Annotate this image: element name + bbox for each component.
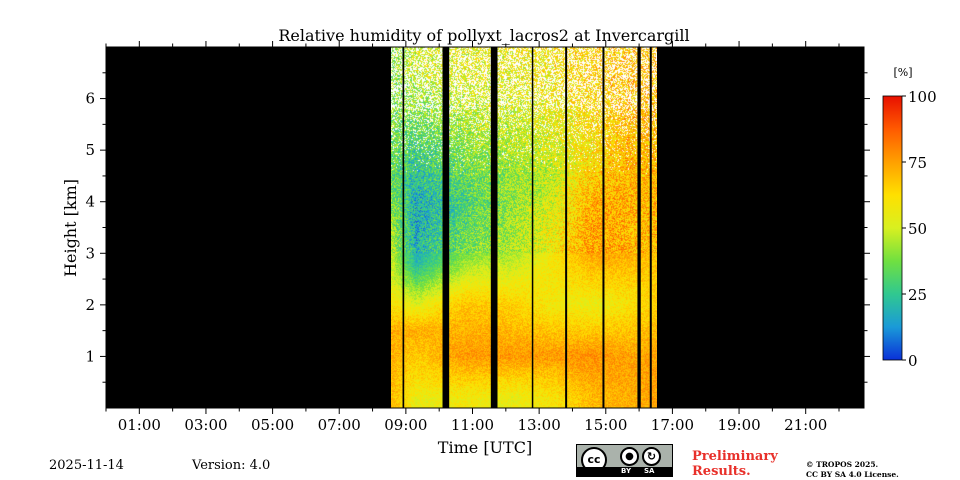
y-tick-label: 2	[85, 296, 95, 314]
x-axis: 01:00 03:00 05:00 07:00 09:00 11:00 13:00 15:00…	[105, 41, 840, 434]
data-gap	[402, 47, 405, 408]
y-axis: 1 2 3 4 5 6	[85, 72, 870, 383]
footer-date: 2025-11-14	[49, 458, 124, 473]
x-tick-label: 09:00	[384, 416, 427, 434]
colorbar-tick-label: 0	[908, 352, 918, 370]
preliminary-line-1: Preliminary	[692, 449, 778, 464]
data-gap	[442, 47, 450, 408]
badge-by-label: BY	[621, 467, 632, 475]
x-tick-label: 13:00	[518, 416, 561, 434]
data-gaps	[402, 47, 652, 408]
y-tick-label: 6	[85, 90, 95, 108]
x-tick-label: 21:00	[784, 416, 827, 434]
badge-sa-label: SA	[644, 467, 655, 475]
cc-license-badge[interactable]: cc ● ↻ BY SA	[576, 444, 673, 477]
x-tick-label: 03:00	[184, 416, 227, 434]
colorbar-tick-label: 100	[908, 88, 937, 106]
copyright-note: © TROPOS 2025. CC BY SA 4.0 License.	[806, 460, 899, 480]
y-tick-label: 1	[85, 347, 95, 365]
colorbar-unit: [%]	[893, 66, 912, 79]
y-tick-label: 3	[85, 244, 95, 262]
x-tick-label: 19:00	[717, 416, 760, 434]
y-tick-label: 5	[85, 141, 95, 159]
x-tick-label: 17:00	[651, 416, 694, 434]
copyright-line-1: © TROPOS 2025.	[806, 460, 879, 469]
data-gap	[490, 47, 498, 408]
plot-area	[105, 46, 865, 409]
data-gap	[649, 47, 652, 408]
data-gap	[637, 47, 641, 408]
chart-title: Relative humidity of pollyxt_lacros2 at …	[278, 26, 689, 45]
data-gap	[602, 47, 605, 408]
badge-band	[577, 467, 672, 476]
copyright-line-2: CC BY SA 4.0 License.	[806, 470, 899, 479]
colorbar: [%] 0 25 50 75 100	[882, 66, 937, 370]
share-alike-icon: ↻	[642, 447, 661, 466]
x-tick-label: 07:00	[318, 416, 361, 434]
y-axis-label: Height [km]	[61, 179, 80, 277]
preliminary-line-2: Results.	[692, 464, 751, 479]
colorbar-tick-label: 75	[908, 154, 927, 172]
x-tick-label: 11:00	[451, 416, 494, 434]
preliminary-results-note: Preliminary Results.	[692, 449, 778, 479]
y-tick-label: 4	[85, 193, 95, 211]
data-gap	[565, 47, 568, 408]
footer-version: Version: 4.0	[192, 458, 271, 473]
colorbar-tick-label: 25	[908, 286, 927, 304]
data-gap	[531, 47, 534, 408]
colorbar-ticks: 0 25 50 75 100	[902, 88, 937, 370]
x-axis-label: Time [UTC]	[438, 438, 532, 457]
attribution-icon: ●	[620, 447, 639, 466]
colorbar-tick-label: 50	[908, 220, 927, 238]
x-tick-label: 05:00	[251, 416, 294, 434]
x-tick-label: 15:00	[584, 416, 627, 434]
colorbar-gradient	[882, 95, 903, 361]
x-tick-label: 01:00	[118, 416, 161, 434]
heatmap	[391, 47, 657, 408]
